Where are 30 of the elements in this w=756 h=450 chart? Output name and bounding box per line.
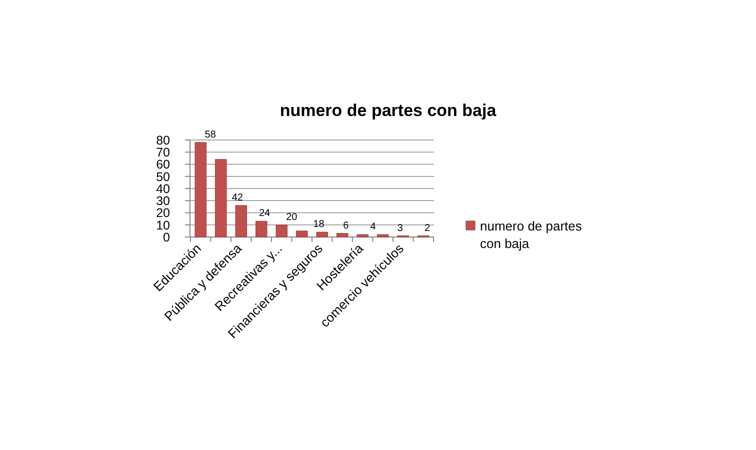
bar xyxy=(296,230,308,238)
y-tick-label: 50 xyxy=(156,170,170,184)
bar xyxy=(235,205,247,238)
bar xyxy=(377,234,389,238)
bar xyxy=(336,233,348,238)
y-tick-label: 70 xyxy=(156,146,170,160)
annotation: 24 xyxy=(258,208,271,220)
bar xyxy=(194,142,206,238)
bar xyxy=(215,159,227,238)
y-tick-label: 0 xyxy=(163,230,170,244)
chart-title: numero de partes con baja xyxy=(280,101,497,120)
annotation: 58 xyxy=(204,129,216,140)
annotation: 4 xyxy=(370,222,376,233)
y-tick-label: 30 xyxy=(156,194,170,208)
annotation: 6 xyxy=(343,220,350,232)
annotation: 42 xyxy=(232,192,244,204)
y-tick-label: 40 xyxy=(156,182,170,196)
bar xyxy=(256,220,268,238)
annotation: 3 xyxy=(397,222,404,234)
bar xyxy=(316,232,328,238)
y-tick-label: 60 xyxy=(156,158,170,172)
y-tick-label: 20 xyxy=(156,206,170,220)
annotation: 20 xyxy=(286,212,298,223)
bar xyxy=(276,224,288,238)
bar xyxy=(356,234,368,238)
legend-label: numero de partes con baja xyxy=(480,218,582,252)
y-tick-label: 80 xyxy=(156,133,170,148)
annotation: 18 xyxy=(313,219,325,230)
y-tick-label: 10 xyxy=(156,218,170,232)
annotation: 2 xyxy=(424,222,430,234)
